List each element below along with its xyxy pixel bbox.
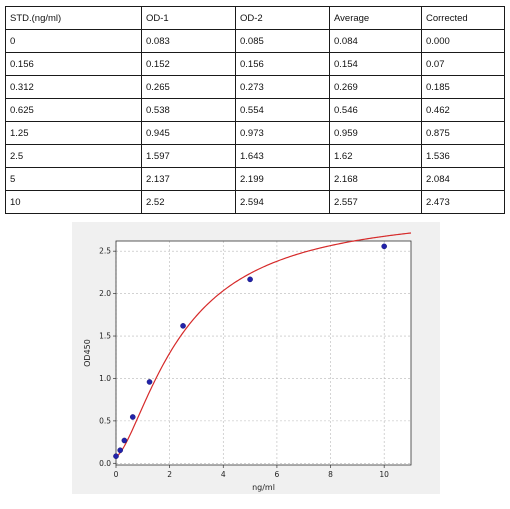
table-cell: 0.875 [421, 121, 505, 145]
table-cell: 2.199 [235, 167, 330, 191]
table-cell: 5 [5, 167, 142, 191]
plot-frame [115, 240, 412, 466]
x-tick-label: 8 [328, 470, 333, 479]
table-header-row: STD.(ng/ml) OD-1 OD-2 Average Corrected [5, 6, 505, 30]
data-point [381, 243, 387, 250]
table-cell: 1.25 [5, 121, 142, 145]
table-header-cell: Corrected [421, 6, 505, 30]
x-tick-label: 4 [221, 470, 226, 479]
y-axis-label: OD450 [83, 339, 92, 367]
table-cell: 2.137 [141, 167, 236, 191]
table-cell: 0.462 [421, 98, 505, 122]
table-cell: 0.973 [235, 121, 330, 145]
table-cell: 0.625 [5, 98, 142, 122]
table-cell: 0.546 [329, 98, 422, 122]
y-tick-label: 1.0 [99, 374, 111, 383]
standard-curve-chart: 0 2 4 6 8 10 0.0 0.5 1.0 1.5 2.0 2.5 ng/ml OD450 [83, 232, 412, 492]
table-row: 0.625 0.538 0.554 0.546 0.462 [5, 98, 505, 122]
table-cell: 0.945 [141, 121, 236, 145]
table-cell: 1.536 [421, 144, 505, 168]
table-cell: 2.594 [235, 190, 330, 214]
table-row: 0.312 0.265 0.273 0.269 0.185 [5, 75, 505, 99]
table-header-cell: Average [329, 6, 422, 30]
table-row: 10 2.52 2.594 2.557 2.473 [5, 190, 505, 214]
table-cell: 0.185 [421, 75, 505, 99]
table-cell: 0.152 [141, 52, 236, 76]
table-cell: 0.154 [329, 52, 422, 76]
x-tick-label: 0 [114, 470, 119, 479]
table-cell: 2.084 [421, 167, 505, 191]
table-cell: 1.597 [141, 144, 236, 168]
table-cell: 2.168 [329, 167, 422, 191]
data-point [247, 276, 253, 283]
data-point [113, 453, 119, 459]
table-cell: 0.000 [421, 29, 505, 53]
y-tick-label: 1.5 [99, 332, 111, 341]
data-point [121, 437, 128, 444]
table-cell: 0.07 [421, 52, 505, 76]
table-cell: 2.5 [5, 144, 142, 168]
table-cell: 10 [5, 190, 142, 214]
standard-curve-table: STD.(ng/ml) OD-1 OD-2 Average Corrected 0 0.08… [5, 6, 505, 214]
table-row: 2.5 1.597 1.643 1.62 1.536 [5, 144, 505, 168]
table-cell: 0.538 [141, 98, 236, 122]
table-cell: 0.085 [235, 29, 330, 53]
table-row: 0 0.083 0.085 0.084 0.000 [5, 29, 505, 53]
table-header-cell: OD-2 [235, 6, 330, 30]
table-cell: 0.273 [235, 75, 330, 99]
table-cell: 0 [5, 29, 142, 53]
table-cell: 1.643 [235, 144, 330, 168]
table-cell: 0.554 [235, 98, 330, 122]
table-header-cell: STD.(ng/ml) [5, 6, 142, 30]
table-cell: 0.312 [5, 75, 142, 99]
table-cell: 1.62 [329, 144, 422, 168]
fit-curve [115, 232, 412, 458]
table-row: 0.156 0.152 0.156 0.154 0.07 [5, 52, 505, 76]
table-row: 5 2.137 2.199 2.168 2.084 [5, 167, 505, 191]
table-row: 1.25 0.945 0.973 0.959 0.875 [5, 121, 505, 145]
y-tick-label: 2.0 [99, 289, 111, 298]
table-header-cell: OD-1 [141, 6, 236, 30]
y-tick-label: 0.0 [99, 459, 111, 468]
table-cell: 0.269 [329, 75, 422, 99]
table-cell: 0.265 [141, 75, 236, 99]
y-tick-label: 0.5 [99, 416, 111, 425]
table-cell: 2.52 [141, 190, 236, 214]
data-point [129, 414, 136, 420]
table-cell: 0.083 [141, 29, 236, 53]
y-tick-label: 2.5 [99, 247, 111, 256]
table-cell: 0.156 [235, 52, 330, 76]
table-cell: 0.156 [5, 52, 142, 76]
x-tick-label: 10 [379, 470, 389, 479]
table-cell: 0.084 [329, 29, 422, 53]
x-tick-label: 6 [275, 470, 280, 479]
data-point [117, 447, 123, 454]
x-tick-label: 2 [167, 470, 172, 479]
table-cell: 2.473 [421, 190, 505, 214]
table-cell: 0.959 [329, 121, 422, 145]
table-cell: 2.557 [329, 190, 422, 214]
data-point [180, 323, 186, 329]
data-point [146, 379, 153, 385]
x-axis-label: ng/ml [252, 483, 275, 492]
plot-area [116, 241, 411, 465]
